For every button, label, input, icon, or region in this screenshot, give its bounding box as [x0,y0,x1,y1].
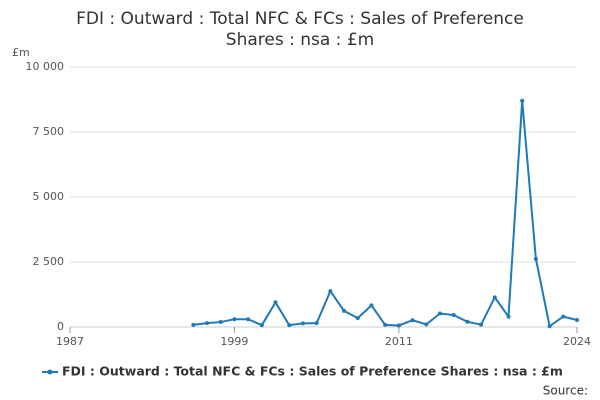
point [314,321,319,326]
point [479,322,484,327]
point [355,316,360,321]
legend-label: FDI : Outward : Total NFC & FCs : Sales … [62,364,563,379]
y-tick-label: 7 500 [33,125,65,138]
x-tick-label: 2024 [563,335,591,348]
point [492,295,497,300]
point [424,322,429,327]
point [328,289,333,294]
point [383,322,388,327]
y-tick-label: 10 000 [26,60,65,73]
y-unit: £m [12,46,30,59]
x-tick-label: 2011 [385,335,413,348]
chart-title: FDI : Outward : Total NFC & FCs : Sales … [76,9,524,29]
y-tick-label: 0 [57,320,64,333]
point [246,317,251,322]
x-tick-label: 1999 [220,335,248,348]
point [465,319,470,324]
legend-marker [47,369,53,375]
line [193,100,578,328]
point [342,308,347,313]
point [396,323,401,328]
point [575,317,579,322]
y-tick-label: 5 000 [33,190,65,203]
point [533,256,538,261]
point [191,322,196,327]
point [300,321,305,326]
point [520,98,525,103]
point [506,314,511,319]
y-tick-label: 2 500 [33,255,65,268]
point [561,314,566,319]
chart-title: Shares : nsa : £m [226,30,374,50]
point [259,323,264,328]
point [273,300,278,305]
point [410,318,415,323]
point [437,311,442,316]
point [218,320,223,325]
source: Source: [543,384,588,398]
point [287,323,292,328]
point [369,303,374,308]
point [232,317,237,322]
point [451,313,456,318]
x-tick-label: 1987 [56,335,84,348]
point [547,324,552,329]
point [205,321,210,326]
